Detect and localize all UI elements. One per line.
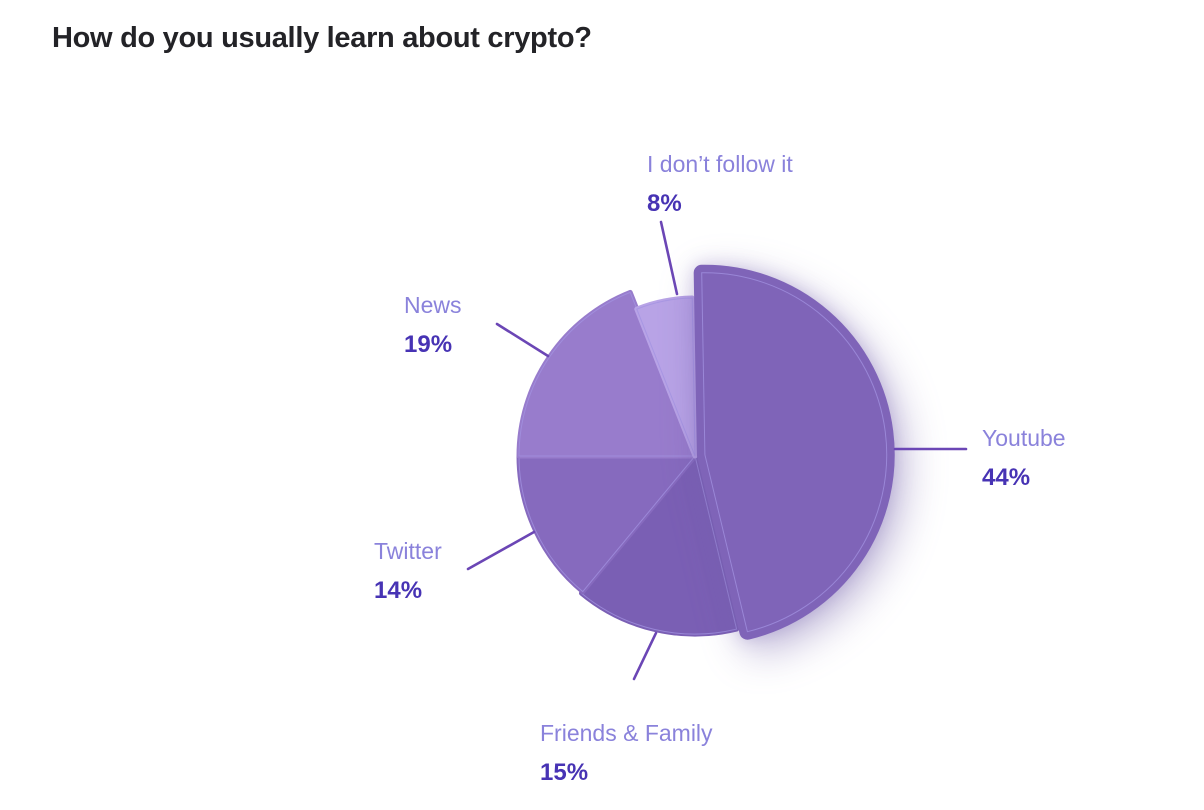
slice-label-news: News 19% <box>404 291 462 358</box>
slice-label-friends-family: Friends & Family 15% <box>540 719 713 786</box>
pie-slice-i-don-t-follow-it[interactable] <box>636 297 696 457</box>
slice-label-name: I don’t follow it <box>647 151 793 177</box>
pie-slice-group-youtube <box>693 264 895 640</box>
pie-slice-group-news <box>516 289 698 459</box>
leader-line-i-don-t-follow-it <box>659 220 679 296</box>
slice-label-name: Twitter <box>374 538 442 564</box>
slice-label-value: 8% <box>647 190 682 217</box>
slice-label-value: 15% <box>540 759 589 786</box>
pie-slice-group-friends-family <box>579 453 740 637</box>
slice-label-youtube: Youtube 44% <box>982 424 1066 491</box>
slice-label-name: Youtube <box>982 425 1066 451</box>
chart-title: How do you usually learn about crypto? <box>52 22 592 54</box>
slice-label-i-don-t-follow-it: I don’t follow it 8% <box>647 150 793 217</box>
slice-label-name: Friends & Family <box>540 720 713 746</box>
slice-label-twitter: Twitter 14% <box>374 537 442 604</box>
leader-line-friends-family <box>632 631 658 681</box>
leader-line-twitter <box>466 530 536 571</box>
pie-slice-group-i-don-t-follow-it <box>634 295 698 459</box>
pie-slice-friends-family[interactable] <box>580 454 738 635</box>
slice-label-name: News <box>404 292 462 318</box>
slice-label-value: 14% <box>374 577 423 604</box>
slice-label-value: 44% <box>982 464 1031 491</box>
pie-slice-twitter[interactable] <box>518 455 697 593</box>
pie-slice-news[interactable] <box>518 291 696 457</box>
leader-line-news <box>495 322 550 358</box>
pie-slice-group-twitter <box>516 453 698 595</box>
slice-label-value: 19% <box>404 331 453 358</box>
pie-slice-youtube[interactable] <box>701 272 888 633</box>
